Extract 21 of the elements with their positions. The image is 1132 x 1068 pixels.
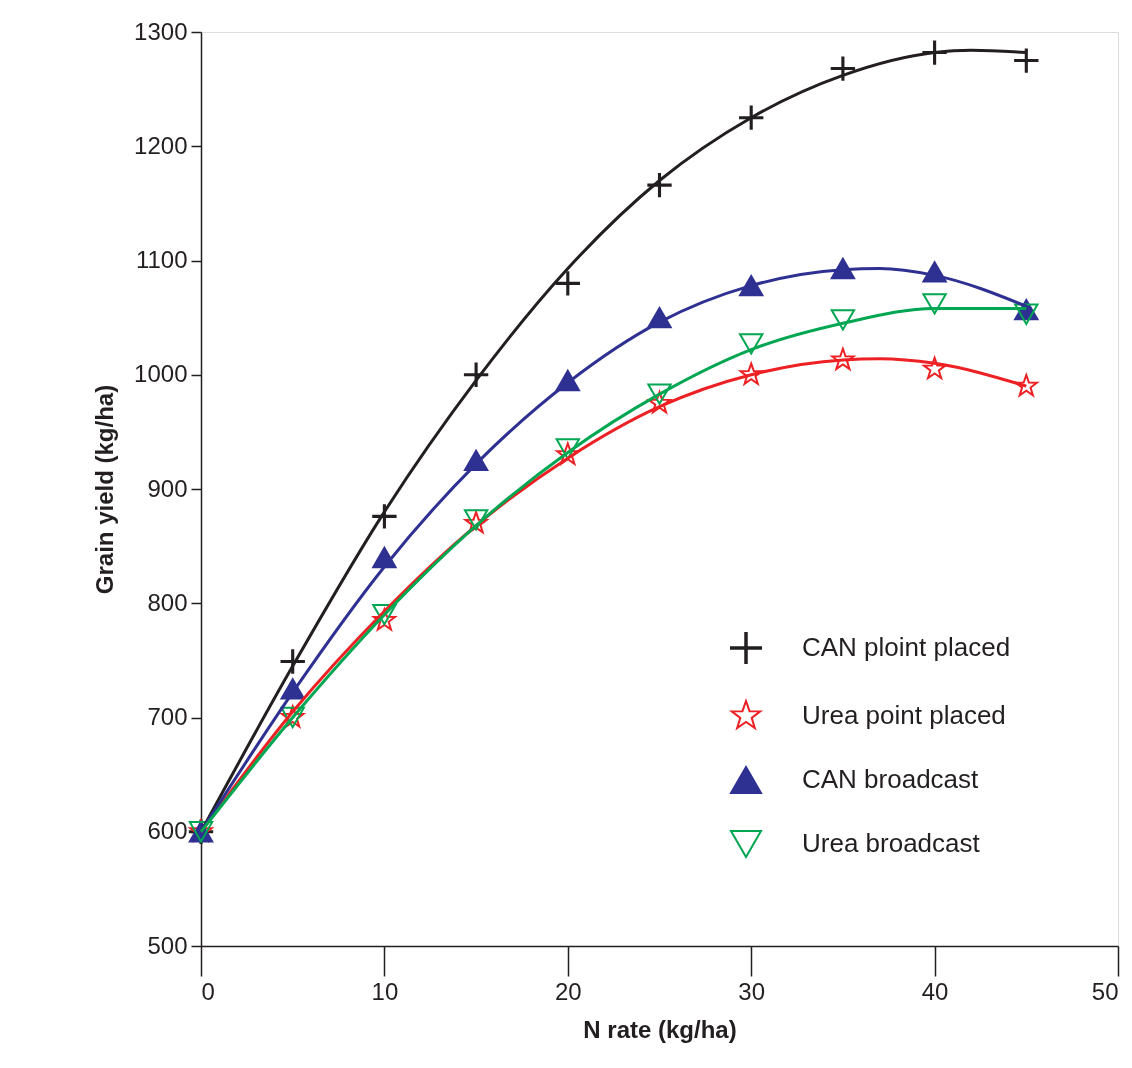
x-axis-title: N rate (kg/ha) [583,1015,737,1043]
y-tick-label: 1200 [134,131,188,159]
y-tick-label: 1000 [134,360,188,388]
y-tick-label: 900 [147,474,188,502]
y-tick-label: 600 [147,817,188,845]
y-axis-title: Grain yield (kg/ha) [91,384,119,595]
y-tick-label: 1100 [135,246,188,273]
x-tick-label: 20 [554,977,582,1005]
legend-label: CAN ploint placed [802,632,1011,662]
y-tick-label: 500 [147,931,188,959]
x-tick-label: 40 [921,977,949,1005]
y-tick-label: 800 [147,588,188,616]
legend-label: Urea broadcast [802,828,981,858]
y-tick-label: 700 [147,703,188,730]
x-tick-label: 10 [371,977,399,1005]
x-tick-label: 30 [738,977,766,1005]
x-tick-label: 50 [1091,977,1119,1005]
y-tick-label: 1300 [134,17,188,45]
x-tick-label: 0 [201,977,215,1005]
legend-label: CAN broadcast [802,764,980,794]
legend-label: Urea point placed [802,700,1006,730]
